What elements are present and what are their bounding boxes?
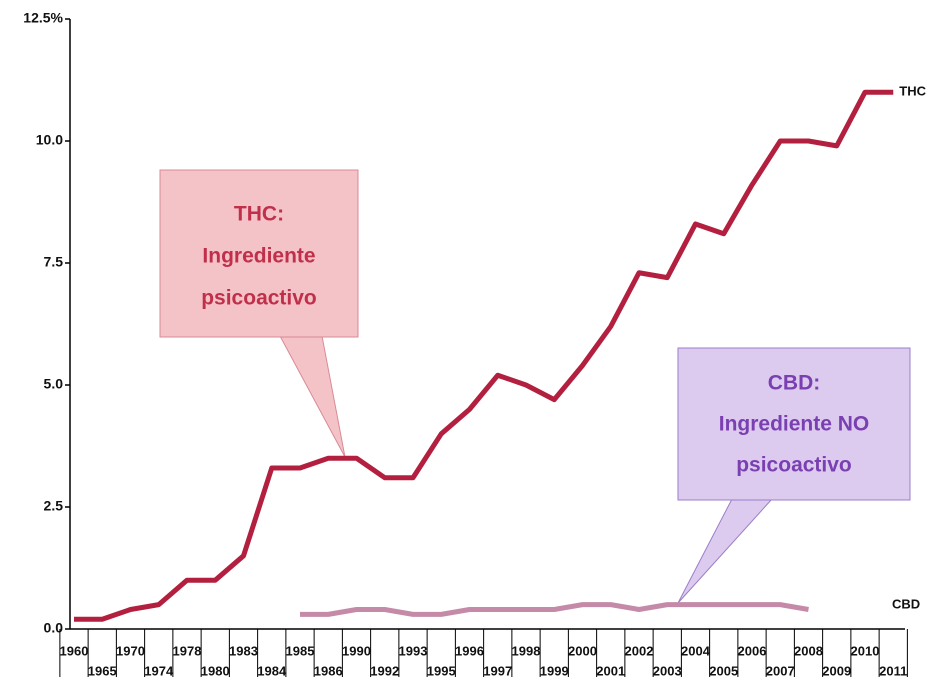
x-tick-label: 2000 xyxy=(568,643,597,658)
annotation: psicoactivo xyxy=(736,454,852,477)
x-tick-label: 1980 xyxy=(201,663,230,678)
y-tick-label: 0.0 xyxy=(44,620,64,636)
x-tick-label: 2010 xyxy=(851,643,880,658)
x-tick-label: 1986 xyxy=(314,663,343,678)
x-tick-label: 1960 xyxy=(60,643,89,658)
y-tick-label: 5.0 xyxy=(44,376,64,392)
x-tick-label: 2005 xyxy=(709,663,738,678)
series-line xyxy=(300,602,809,617)
annotation: THC: xyxy=(234,203,284,226)
x-tick-label: 1997 xyxy=(483,663,512,678)
y-tick-label: 12.5% xyxy=(23,10,63,26)
x-tick-label: 1984 xyxy=(257,663,287,678)
x-tick-label: 2003 xyxy=(653,663,682,678)
x-tick-label: 1992 xyxy=(370,663,399,678)
x-tick-label: 2004 xyxy=(681,643,711,658)
x-tick-label: 2007 xyxy=(766,663,795,678)
x-tick-label: 2009 xyxy=(822,663,851,678)
thc-callout-pointer xyxy=(279,335,346,458)
series-label: THC xyxy=(899,84,926,99)
x-tick-label: 2011 xyxy=(879,663,907,678)
x-tick-label: 1990 xyxy=(342,643,371,658)
series-line xyxy=(74,89,894,622)
annotation: CBD: xyxy=(768,372,821,395)
x-tick-label: 1998 xyxy=(512,643,541,658)
y-tick-label: 2.5 xyxy=(44,498,64,514)
x-tick-label: 1993 xyxy=(399,643,428,658)
x-tick-label: 1983 xyxy=(229,643,258,658)
x-tick-label: 1974 xyxy=(144,663,174,678)
y-tick-label: 7.5 xyxy=(44,254,64,270)
x-tick-label: 1999 xyxy=(540,663,569,678)
x-tick-label: 1985 xyxy=(286,643,315,658)
annotation: Ingrediente NO xyxy=(719,413,870,436)
x-tick-label: 1995 xyxy=(427,663,456,678)
x-tick-label: 1970 xyxy=(116,643,145,658)
series-label: CBD xyxy=(892,596,920,611)
cbd-callout-box xyxy=(677,347,911,501)
x-tick-label: 2008 xyxy=(794,643,823,658)
x-tick-label: 1978 xyxy=(173,643,202,658)
x-tick-label: 2006 xyxy=(738,643,767,658)
x-tick-label: 1996 xyxy=(455,643,484,658)
y-tick-label: 10.0 xyxy=(36,132,63,148)
x-tick-label: 1965 xyxy=(88,663,117,678)
x-tick-label: 2001 xyxy=(596,663,625,678)
annotation: psicoactivo xyxy=(201,287,317,310)
thc-callout-box xyxy=(159,169,359,338)
cbd-callout-pointer xyxy=(677,498,774,604)
x-tick-label: 2002 xyxy=(625,643,654,658)
annotation: Ingrediente xyxy=(202,245,315,268)
